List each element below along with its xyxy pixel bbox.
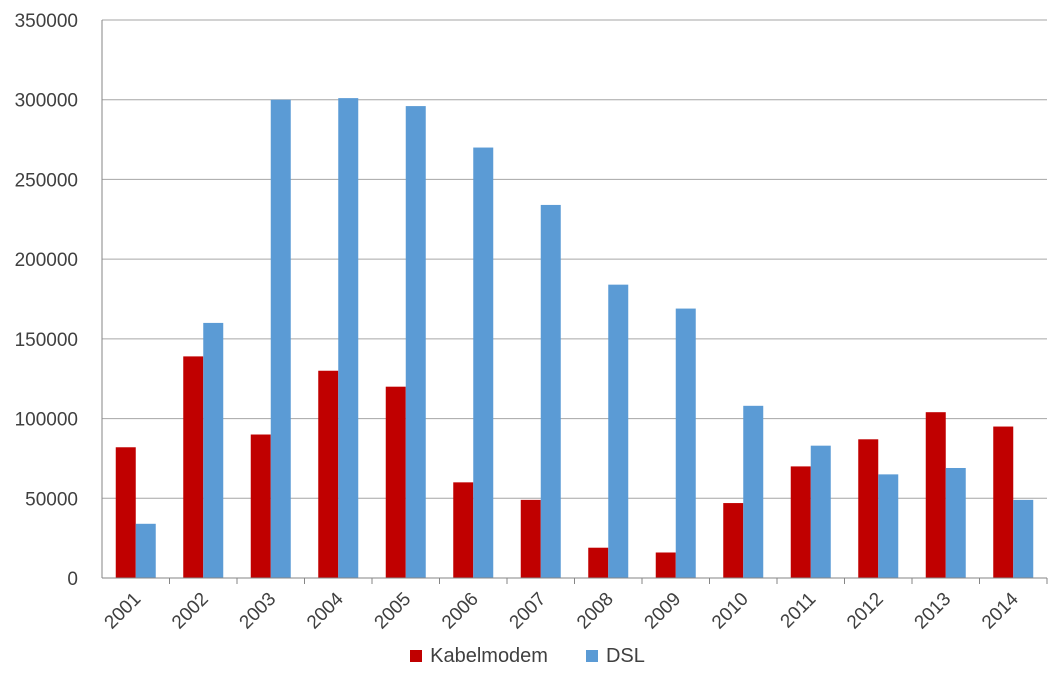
bar-dsl-2007 [540,204,561,579]
legend-swatch-dsl [585,650,598,662]
bar-dsl-2014 [1013,499,1034,578]
x-tick-label: 2007 [506,589,551,634]
bar-dsl-2005 [405,106,426,578]
bar-kabelmodem-2008 [588,547,609,578]
legend-label-dsl: DSL [605,644,645,667]
bar-kabelmodem-2007 [520,499,541,578]
y-tick-label: 300000 [15,91,78,112]
x-tick-label: 2001 [101,589,146,634]
x-tick-label: 2009 [641,589,686,634]
bar-kabelmodem-2011 [790,466,811,578]
bar-dsl-2006 [473,147,494,579]
bar-dsl-2009 [675,308,696,578]
y-tick-label: 50000 [25,489,78,510]
x-tick-label: 2004 [303,588,348,633]
x-axis-ticks: 2001 2002 2003 2004 2005 2006 2007 2008 2009 2010… [101,578,1048,634]
bar-kabelmodem-2010 [723,503,744,578]
legend-item-kabelmodem: Kabelmodem [410,645,548,668]
y-tick-label: 150000 [15,330,78,351]
y-tick-label: 0 [67,569,78,590]
y-axis-ticks: 0 50000 100000 150000 200000 250000 300000 3500… [15,11,78,590]
legend-label-kabelmodem: Kabelmodem [430,644,548,667]
bar-dsl-2001 [135,523,156,578]
legend: Kabelmodem DSL [0,641,1055,671]
bar-kabelmodem-2014 [993,426,1014,578]
bar-kabelmodem-2001 [115,447,136,578]
bar-kabelmodem-2006 [453,482,474,578]
bar-kabelmodem-2012 [858,439,879,578]
bar-dsl-2002 [203,322,224,578]
bar-kabelmodem-2003 [250,434,271,578]
bar-dsl-2011 [810,445,831,578]
x-tick-label: 2010 [708,589,753,634]
legend-swatch-kabelmodem [410,650,423,662]
y-tick-label: 200000 [15,250,78,271]
y-tick-label: 250000 [15,170,78,191]
bar-dsl-2010 [743,405,764,578]
x-tick-label: 2006 [438,589,483,634]
gridlines [102,19,1047,499]
bar-kabelmodem-2009 [655,552,676,578]
bar-dsl-2013 [945,467,966,578]
x-tick-label: 2013 [911,589,956,634]
bars [115,98,1034,579]
x-tick-label: 2011 [777,589,821,633]
bar-kabelmodem-2002 [183,356,204,578]
x-tick-label: 2012 [843,589,888,634]
bar-dsl-2008 [608,284,629,578]
x-tick-label: 2002 [168,589,213,634]
legend-item-dsl: DSL [585,644,645,668]
y-tick-label: 350000 [15,11,78,32]
bar-dsl-2012 [878,474,899,578]
x-tick-label: 2014 [978,588,1023,633]
x-tick-label: 2008 [573,589,618,634]
bar-kabelmodem-2005 [385,386,406,578]
bar-kabelmodem-2004 [318,370,339,578]
bar-dsl-2004 [338,98,359,579]
x-tick-label: 2003 [236,589,281,634]
bar-dsl-2003 [270,99,291,578]
bar-kabelmodem-2013 [925,412,946,578]
x-tick-label: 2005 [371,589,416,634]
y-tick-label: 100000 [15,410,78,431]
